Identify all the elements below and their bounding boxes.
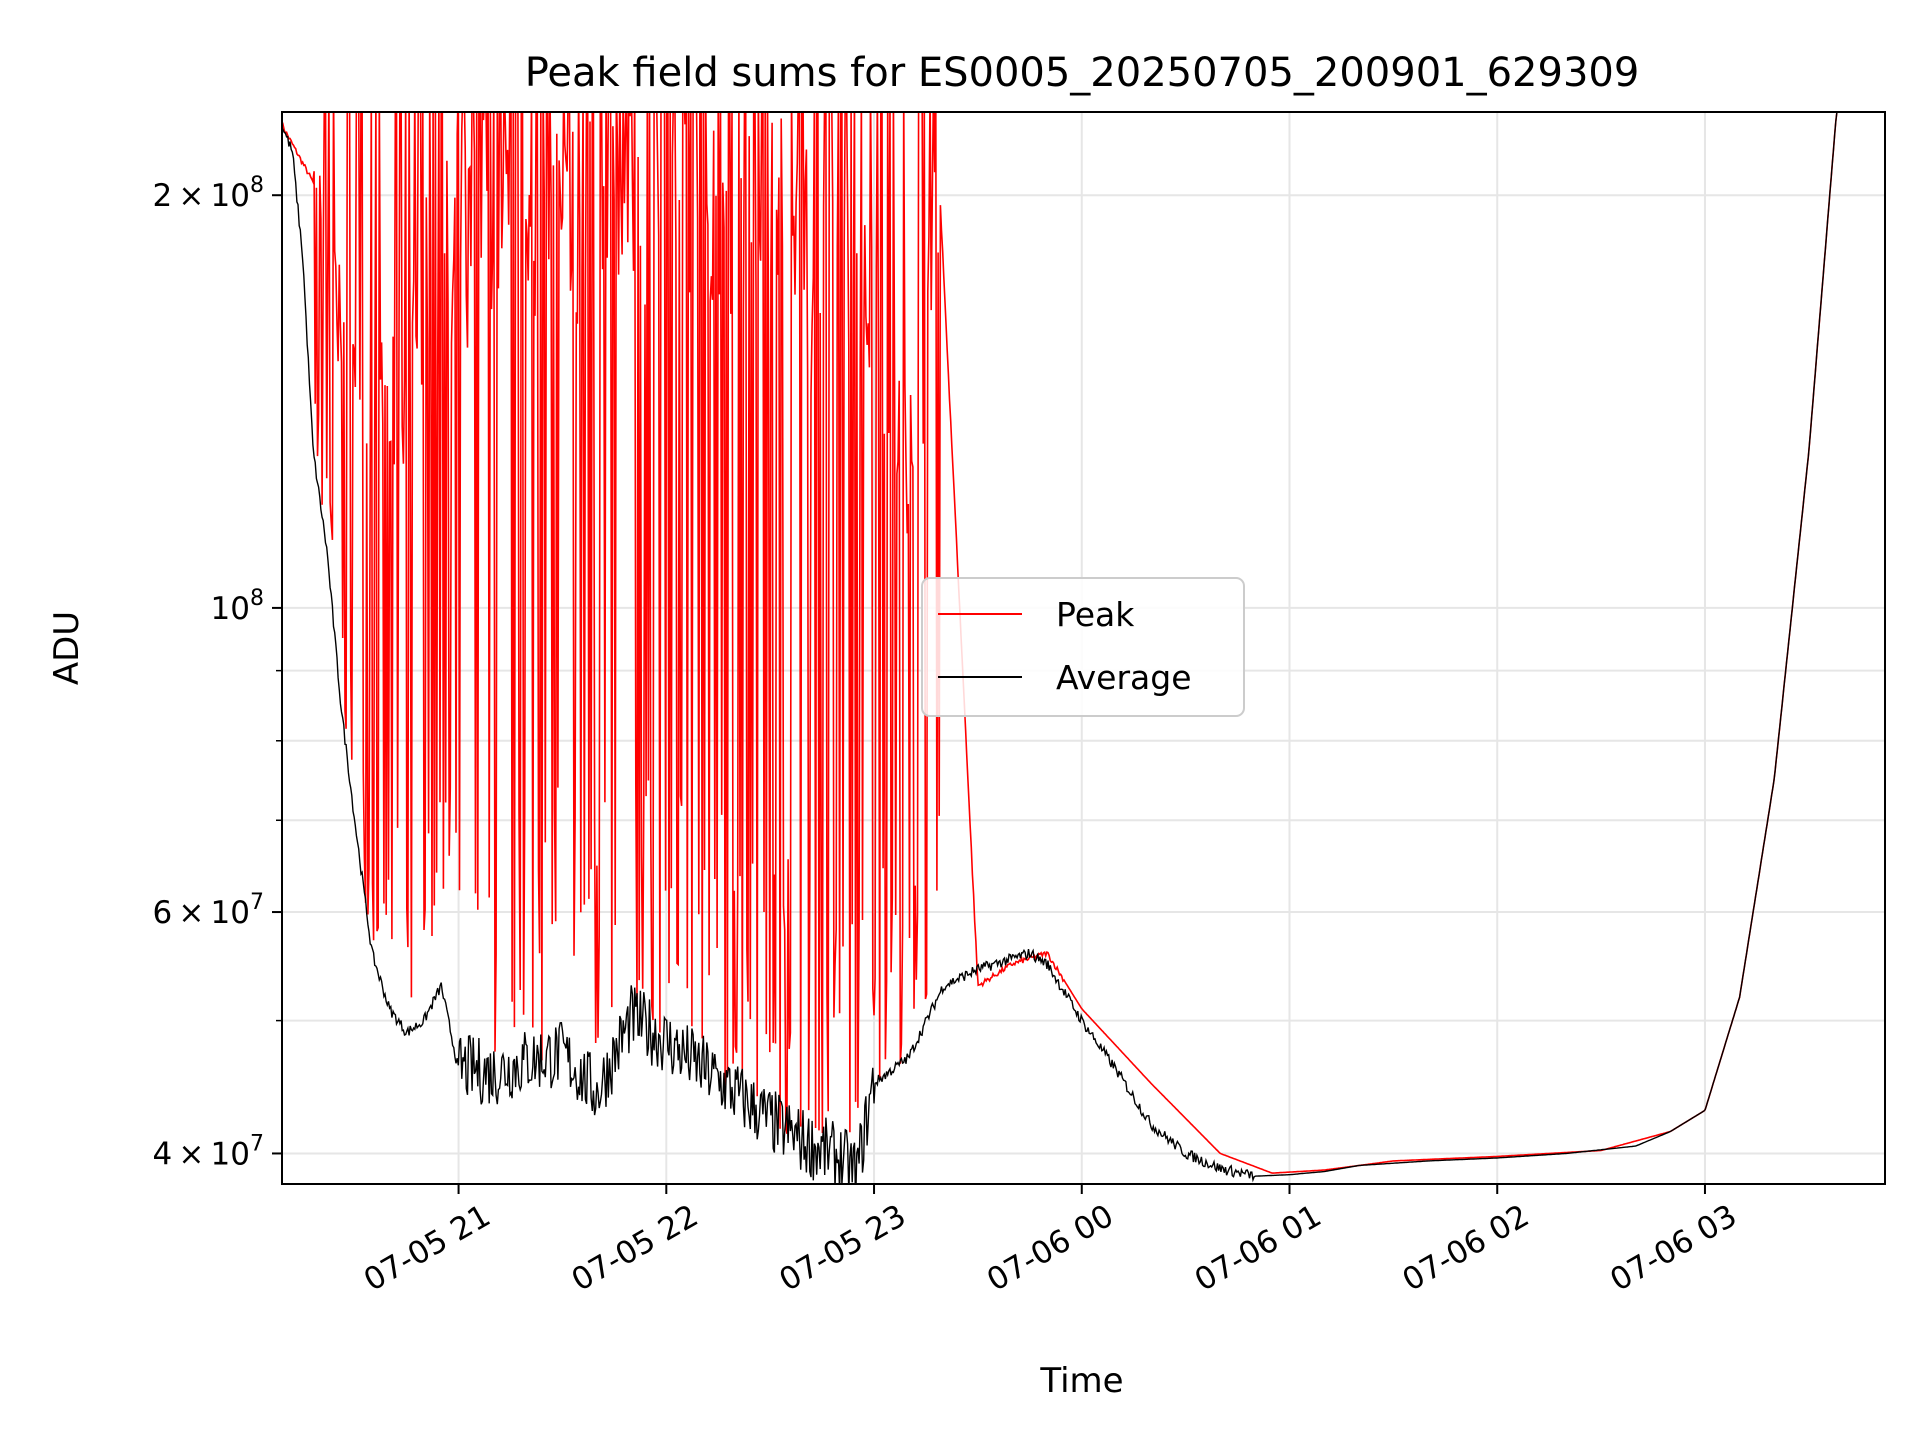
series-line-average xyxy=(282,112,1885,1184)
y-tick-label: 108 xyxy=(211,586,264,627)
plot-frame xyxy=(281,111,1886,1185)
y-axis: 4 × 107 6 × 107 108 2 × 108 xyxy=(152,173,282,1172)
legend-label-peak: Peak xyxy=(1056,595,1135,634)
grid xyxy=(282,112,1885,1184)
legend-label-average: Average xyxy=(1056,658,1192,697)
plot-area xyxy=(282,112,1885,1184)
y-tick-label: 2 × 108 xyxy=(152,173,264,214)
chart-title: Peak field sums for ES0005_20250705_2009… xyxy=(525,50,1640,96)
y-tick-label: 4 × 107 xyxy=(152,1131,264,1172)
x-axis-label: Time xyxy=(1039,1361,1123,1401)
legend: Peak Average xyxy=(921,577,1245,717)
series-line-peak xyxy=(282,112,1885,1174)
series-group xyxy=(282,112,1885,1184)
y-axis-label: ADU xyxy=(47,611,87,685)
y-tick-label: 6 × 107 xyxy=(152,890,264,931)
legend-box xyxy=(921,577,1245,717)
